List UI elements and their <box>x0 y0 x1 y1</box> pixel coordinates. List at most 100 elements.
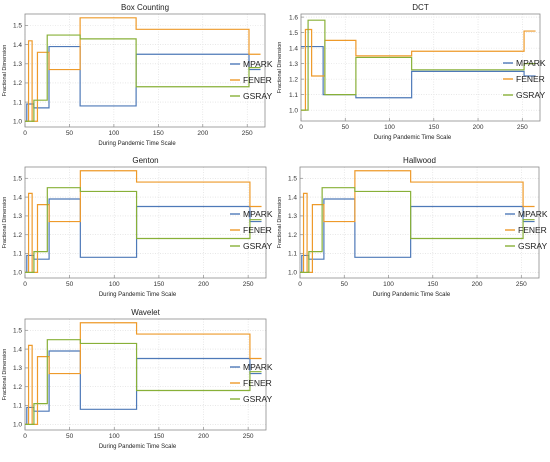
y-tick-label: 1.5 <box>288 175 297 182</box>
series-line-gsray <box>301 19 536 111</box>
series-line-fener <box>25 170 262 273</box>
x-tick-label: 200 <box>198 433 209 440</box>
y-tick-label: 1.0 <box>13 422 22 429</box>
y-tick-label: 1.2 <box>289 76 298 83</box>
plot-frame <box>24 13 266 128</box>
y-tick-label: 1.5 <box>13 327 22 334</box>
x-tick-label: 250 <box>243 433 254 440</box>
chart-svg: 0 50 100 150 200 250 1.0 1.1 1.2 1.3 1.4 1.5 Box Cou… <box>2 3 273 147</box>
series-line-fener <box>25 322 262 425</box>
y-tick-label: 1.5 <box>13 23 22 30</box>
chart-title: Box Counting <box>121 3 169 12</box>
series-line-mpark <box>301 45 536 99</box>
y-tick-label: 1.3 <box>288 213 297 220</box>
x-tick-label: 50 <box>342 124 350 131</box>
y-tick-label: 1.1 <box>13 403 22 410</box>
series-line-fener <box>25 17 261 122</box>
x-tick-label: 0 <box>298 281 302 288</box>
x-tick-label: 50 <box>341 281 349 288</box>
y-tick-label: 1.1 <box>289 92 298 99</box>
chart-svg: 0 50 100 150 200 250 1.0 1.1 1.2 1.3 1.4 1.5 Wavelet… <box>2 308 273 450</box>
y-tick-label: 1.5 <box>289 30 298 37</box>
y-tick-label: 1.2 <box>13 232 22 239</box>
x-tick-label: 150 <box>427 281 438 288</box>
legend-label-fener: FENER <box>516 74 545 84</box>
x-tick-label: 100 <box>384 124 395 131</box>
legend-label-fener: FENER <box>243 225 272 235</box>
y-tick-label: 1.3 <box>13 213 22 220</box>
legend-label-gsray: GSRAY <box>516 90 545 100</box>
plot-frame <box>24 166 267 279</box>
x-axis-label: During Pandemic Time Scale <box>374 135 452 141</box>
y-tick-label: 1.0 <box>13 270 22 277</box>
legend-label-gsray: GSRAY <box>518 241 547 251</box>
series-line-gsray <box>25 339 262 425</box>
x-tick-label: 100 <box>383 281 394 288</box>
y-tick-label: 1.3 <box>289 61 298 68</box>
y-tick-label: 1.4 <box>13 346 22 353</box>
chart-panel-hallwood: 0 50 100 150 200 250 1.0 1.1 1.2 1.3 1.4 1.5 Hallwoo… <box>275 150 550 300</box>
plot-frame <box>300 13 541 122</box>
y-tick-label: 1.1 <box>288 251 297 258</box>
x-axis-label: During Pandemic Time Scale <box>99 444 177 450</box>
y-tick-label: 1.6 <box>289 14 298 21</box>
x-axis-label: During Pandemic Time Scale <box>98 141 176 147</box>
chart-svg: 0 50 100 150 200 250 1.0 1.1 1.2 1.3 1.4 1.5 Hallwoo… <box>277 156 548 298</box>
y-axis-label: Fractional Dimension <box>2 45 8 97</box>
x-axis-label: During Pandemic Time Scale <box>99 292 177 298</box>
x-tick-label: 250 <box>516 281 527 288</box>
plot-frame <box>24 318 267 431</box>
y-tick-label: 1.1 <box>13 99 22 106</box>
chart-title: Genton <box>132 156 158 165</box>
y-tick-label: 1.2 <box>13 384 22 391</box>
chart-title: Wavelet <box>131 308 160 317</box>
x-tick-label: 50 <box>66 433 74 440</box>
y-tick-label: 1.4 <box>288 194 297 201</box>
y-axis-label: Fractional Dimension <box>277 197 283 249</box>
legend-label-mpark: MPARK <box>516 58 546 68</box>
x-tick-label: 150 <box>428 124 439 131</box>
series-line-gsray <box>25 187 262 273</box>
y-axis-label: Fractional Dimension <box>2 349 8 401</box>
legend-label-fener: FENER <box>243 75 272 85</box>
y-tick-label: 1.3 <box>13 365 22 372</box>
y-axis-label: Fractional Dimension <box>2 197 8 249</box>
x-tick-label: 200 <box>198 281 209 288</box>
x-tick-label: 250 <box>242 130 253 137</box>
y-tick-label: 1.4 <box>13 42 22 49</box>
x-tick-label: 150 <box>153 130 164 137</box>
chart-panel-wavelet: 0 50 100 150 200 250 1.0 1.1 1.2 1.3 1.4 1.5 Wavelet… <box>0 302 275 457</box>
x-tick-label: 250 <box>517 124 528 131</box>
x-tick-label: 0 <box>23 433 27 440</box>
x-tick-label: 0 <box>23 130 27 137</box>
y-tick-label: 1.5 <box>13 175 22 182</box>
legend-label-fener: FENER <box>518 225 547 235</box>
chart-svg: 0 50 100 150 200 250 1.0 1.1 1.2 1.3 1.4 1.5 Genton D… <box>2 156 273 298</box>
plot-frame <box>299 166 540 279</box>
y-tick-label: 1.2 <box>13 80 22 87</box>
y-tick-label: 1.0 <box>13 118 22 125</box>
x-tick-label: 50 <box>66 130 74 137</box>
x-tick-label: 100 <box>108 130 119 137</box>
x-axis-label: During Pandemic Time Scale <box>373 292 451 298</box>
series-line-gsray <box>300 187 535 273</box>
legend-label-mpark: MPARK <box>243 362 273 372</box>
x-tick-label: 100 <box>109 433 120 440</box>
x-tick-label: 150 <box>153 433 164 440</box>
legend-label-mpark: MPARK <box>518 209 548 219</box>
y-tick-label: 1.1 <box>13 251 22 258</box>
chart-panel-genton: 0 50 100 150 200 250 1.0 1.1 1.2 1.3 1.4 1.5 Genton D… <box>0 150 275 300</box>
x-tick-label: 50 <box>66 281 74 288</box>
legend-label-mpark: MPARK <box>243 209 273 219</box>
y-tick-label: 1.4 <box>289 45 298 52</box>
chart-title: Hallwood <box>403 156 436 165</box>
x-tick-label: 200 <box>473 124 484 131</box>
x-tick-label: 250 <box>243 281 254 288</box>
series-line-mpark <box>25 350 262 425</box>
y-tick-label: 1.3 <box>13 61 22 68</box>
series-line-mpark <box>25 198 262 273</box>
chart-panel-dct: 0 50 100 150 200 250 1.0 1.1 1.2 1.3 1.4 1.5 1.6 DCT D… <box>275 0 550 150</box>
x-tick-label: 200 <box>472 281 483 288</box>
chart-svg: 0 50 100 150 200 250 1.0 1.1 1.2 1.3 1.4 1.5 1.6 DCT D… <box>277 3 546 141</box>
y-tick-label: 1.0 <box>288 270 297 277</box>
